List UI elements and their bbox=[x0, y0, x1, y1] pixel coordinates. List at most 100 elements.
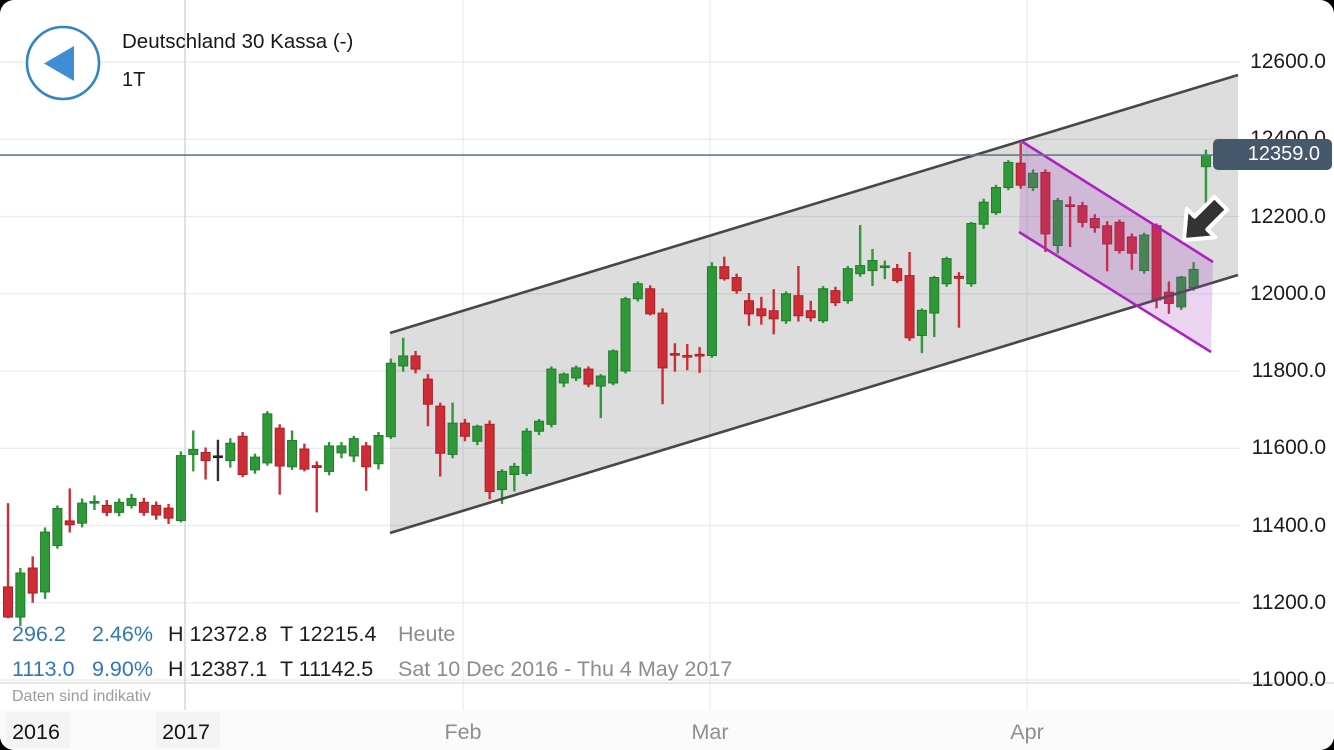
candle-body bbox=[694, 353, 705, 357]
low-value: T 11142.5 bbox=[280, 657, 374, 681]
stats-row-today: 296.2 2.46% H 12372.8 T 12215.4 Heute bbox=[0, 618, 760, 653]
period-label: Heute bbox=[398, 622, 456, 646]
y-axis-tick-label: 11400.0 bbox=[1251, 513, 1326, 537]
candle-body bbox=[756, 308, 767, 317]
candle-body bbox=[1089, 217, 1100, 229]
candle-body bbox=[1139, 234, 1150, 272]
trend-channel-down-bottom bbox=[1018, 230, 1212, 354]
candle-body bbox=[595, 375, 606, 387]
candle-body bbox=[447, 422, 458, 455]
back-button[interactable] bbox=[25, 25, 101, 101]
candle-body bbox=[126, 497, 137, 506]
trend-channel-down-fill bbox=[1019, 141, 1213, 352]
candle-body bbox=[867, 260, 878, 272]
candle-body bbox=[1015, 162, 1026, 186]
candle-body bbox=[583, 368, 594, 385]
candle-body bbox=[336, 445, 347, 454]
high-value: H 12387.1 bbox=[168, 657, 268, 681]
trend-channel-down-top bbox=[1020, 139, 1214, 264]
candle-body bbox=[175, 455, 186, 521]
change-value: 1113.0 bbox=[12, 657, 75, 681]
candle-body bbox=[645, 288, 656, 315]
candle-body bbox=[521, 430, 532, 474]
x-axis-tick-label: Mar bbox=[691, 720, 729, 744]
candle-body bbox=[1040, 171, 1051, 235]
candle-body bbox=[904, 275, 915, 339]
change-percent: 2.46% bbox=[92, 622, 153, 646]
y-axis: 12600.012400.012200.012000.011800.011600… bbox=[1230, 0, 1330, 750]
stats-row-range: 1113.0 9.90% H 12387.1 T 11142.5 Sat 10 … bbox=[0, 653, 760, 688]
low-value: T 12215.4 bbox=[280, 622, 377, 646]
candle-body bbox=[274, 427, 285, 467]
candle-body bbox=[212, 455, 223, 459]
candle-body bbox=[1126, 236, 1137, 254]
back-icon bbox=[25, 25, 101, 101]
candle-body bbox=[151, 504, 162, 516]
candle-body bbox=[163, 507, 174, 519]
candle-body bbox=[941, 258, 952, 285]
candle-body bbox=[1052, 200, 1063, 246]
candle-body bbox=[15, 572, 26, 618]
candle-body bbox=[546, 368, 557, 425]
candle-body bbox=[731, 277, 742, 292]
candle-body bbox=[719, 266, 730, 280]
candle-body bbox=[1065, 204, 1076, 208]
candle-body bbox=[620, 298, 631, 372]
candle-body bbox=[855, 265, 866, 275]
candle-body bbox=[459, 422, 470, 437]
candle-body bbox=[299, 448, 310, 470]
candle-body bbox=[361, 445, 372, 468]
candle-body bbox=[89, 501, 100, 504]
candle-body bbox=[373, 435, 384, 465]
x-axis-tick-label: Apr bbox=[1010, 720, 1044, 744]
candle-body bbox=[706, 266, 717, 357]
y-axis-tick-label: 11600.0 bbox=[1251, 436, 1326, 460]
candle-body bbox=[632, 283, 643, 300]
year-band bbox=[156, 712, 220, 748]
candle-body bbox=[657, 312, 668, 369]
candle-body bbox=[558, 373, 569, 384]
candle-body bbox=[138, 501, 149, 513]
last-price-badge: 12359.0 bbox=[1213, 139, 1332, 170]
candle-body bbox=[422, 378, 433, 405]
candle-body bbox=[669, 353, 680, 356]
x-axis-tick-label: Feb bbox=[444, 720, 482, 744]
timeframe-label[interactable]: 1T bbox=[122, 69, 146, 91]
candle-body bbox=[287, 440, 298, 468]
y-axis-tick-label: 12000.0 bbox=[1250, 281, 1326, 305]
y-axis-tick-label: 11200.0 bbox=[1251, 590, 1326, 614]
y-axis-tick-label: 11000.0 bbox=[1251, 668, 1326, 691]
candle-body bbox=[311, 465, 322, 469]
change-value: 296.2 bbox=[12, 622, 66, 646]
candle-body bbox=[188, 448, 199, 455]
last-price-value: 12359.0 bbox=[1247, 143, 1320, 165]
candle-body bbox=[3, 586, 13, 618]
candle-body bbox=[842, 268, 853, 302]
candle-body bbox=[101, 504, 112, 513]
candle-body bbox=[262, 413, 273, 464]
candle-body bbox=[953, 275, 964, 279]
candle-body bbox=[324, 445, 335, 472]
candle-body bbox=[1028, 172, 1039, 189]
candle-body bbox=[40, 531, 51, 593]
candle-body bbox=[805, 310, 816, 319]
y-axis-tick-label: 12600.0 bbox=[1250, 50, 1326, 73]
candle-body bbox=[64, 520, 75, 526]
candle-body bbox=[793, 295, 804, 317]
candle-body bbox=[410, 355, 421, 370]
change-percent: 9.90% bbox=[92, 657, 153, 681]
candle-body bbox=[484, 423, 495, 493]
trend-channel-up-fill bbox=[390, 75, 1238, 533]
candle-body bbox=[892, 268, 903, 282]
period-label: Sat 10 Dec 2016 - Thu 4 May 2017 bbox=[398, 657, 733, 681]
candle-body bbox=[200, 451, 211, 462]
candle-body bbox=[1102, 225, 1113, 245]
candle-body bbox=[608, 350, 619, 384]
candle-body bbox=[348, 438, 359, 457]
candle-body bbox=[1114, 221, 1125, 251]
candle-body bbox=[114, 501, 125, 513]
candle-body bbox=[497, 470, 507, 491]
candle-body bbox=[472, 425, 483, 442]
